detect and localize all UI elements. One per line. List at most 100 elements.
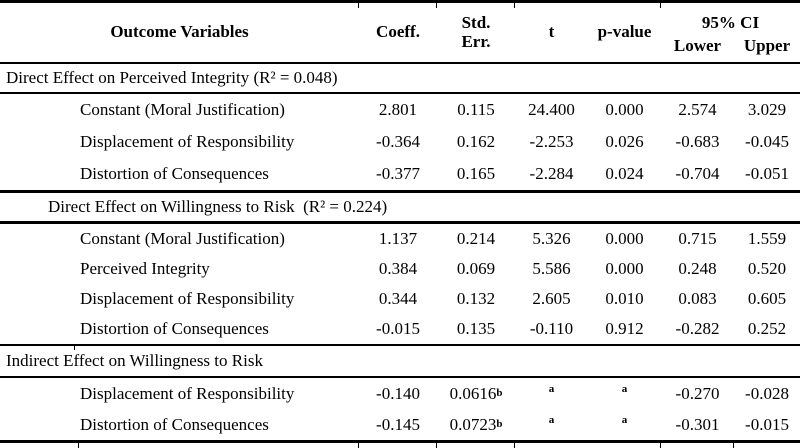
t-cell: 24.400	[528, 100, 575, 119]
coeff-cell: -0.140	[376, 383, 420, 403]
ci-lower-cell: 0.715	[678, 229, 717, 248]
cell-border-tick	[358, 3, 359, 8]
coeff-cell: 0.384	[378, 259, 418, 278]
col-header-p-value: p-value	[597, 22, 652, 42]
stderr-cell: 0.135	[456, 319, 496, 338]
ci-upper-cell: -0.051	[745, 164, 789, 183]
t-cell: 5.326	[532, 229, 571, 248]
col-header-coeff: Coeff.	[376, 22, 420, 42]
ci-lower-cell: -0.683	[675, 132, 720, 151]
ci-upper-cell: -0.028	[745, 383, 789, 403]
stderr-cell: 0.0616 b	[449, 383, 503, 403]
stderr-value: 0.0616	[449, 383, 497, 403]
row-label: Constant (Moral Justification)	[80, 229, 285, 248]
col-header-ci-lower: Lower	[673, 36, 722, 55]
ci-lower-cell: -0.270	[675, 383, 720, 403]
section-header-direct-perceived-integrity: Direct Effect on Perceived Integrity (R²…	[0, 64, 800, 94]
col-header-t: t	[548, 22, 555, 42]
table-row: Perceived Integrity 0.384 0.069 5.586 0.…	[0, 254, 800, 284]
table-row: Constant (Moral Justification) 1.137 0.2…	[0, 224, 800, 254]
stderr-cell: 0.132	[456, 289, 496, 308]
cell-border-tick	[660, 3, 661, 8]
cell-border-tick	[514, 3, 515, 8]
row-label: Displacement of Responsibility	[80, 132, 295, 151]
table-row: Distortion of Consequences -0.145 0.0723…	[0, 409, 800, 440]
ci-upper-cell: 0.252	[747, 319, 787, 338]
t-cell: 2.605	[532, 289, 571, 308]
cell-border-tick	[74, 346, 75, 350]
stderr-cell: 0.069	[456, 259, 496, 278]
t-cell: -2.284	[529, 164, 574, 183]
table-header-row: Outcome Variables Coeff. Std. Err. t p-v…	[0, 0, 800, 64]
ci-lower-cell: 2.574	[678, 100, 717, 119]
ci-lower-cell: -0.301	[675, 414, 720, 434]
ci-lower-cell: -0.282	[675, 319, 720, 338]
stderr-cell: 0.115	[457, 100, 495, 119]
stderr-cell: 0.165	[456, 164, 496, 183]
t-cell: -2.253	[529, 132, 574, 151]
stderr-cell: 0.162	[456, 132, 496, 151]
t-cell: a	[548, 382, 555, 395]
row-label: Constant (Moral Justification)	[80, 100, 285, 119]
col-header-std-err: Std. Err.	[437, 3, 515, 62]
cell-border-tick	[358, 443, 359, 448]
table-bottom-border	[0, 440, 800, 443]
ci-upper-cell: 0.520	[747, 259, 787, 278]
coeff-cell: -0.377	[376, 164, 420, 183]
pvalue-cell: 0.912	[605, 319, 644, 338]
ci-upper-cell: 0.605	[747, 289, 787, 308]
ci-upper-cell: 3.029	[747, 100, 787, 119]
ci-lower-cell: 0.248	[678, 259, 717, 278]
col-header-outcome-variables: Outcome Variables	[110, 22, 249, 42]
col-header-95ci: 95% CI	[701, 13, 760, 33]
t-cell: 5.586	[532, 259, 571, 278]
row-label: Perceived Integrity	[80, 259, 210, 278]
pvalue-cell: 0.000	[605, 229, 644, 248]
pvalue-cell: a	[621, 382, 628, 395]
table-row: Distortion of Consequences -0.015 0.135 …	[0, 314, 800, 344]
section-header-direct-willingness-risk: Direct Effect on Willingness to Risk (R²…	[0, 190, 800, 224]
row-label: Distortion of Consequences	[80, 414, 269, 434]
ci-lower-cell: 0.083	[678, 289, 717, 308]
cell-border-tick	[660, 443, 661, 448]
row-label: Displacement of Responsibility	[80, 289, 295, 308]
cell-border-tick	[436, 3, 437, 8]
pvalue-cell: 0.000	[605, 100, 644, 119]
table-row: Displacement of Responsibility -0.364 0.…	[0, 126, 800, 158]
table-row: Constant (Moral Justification) 2.801 0.1…	[0, 94, 800, 126]
cell-border-tick	[514, 443, 515, 448]
row-label: Distortion of Consequences	[80, 319, 269, 338]
pvalue-cell: 0.010	[605, 289, 644, 308]
coeff-cell: 2.801	[378, 100, 418, 119]
ci-upper-cell: 1.559	[747, 229, 787, 248]
t-cell: -0.110	[529, 319, 574, 338]
coeff-cell: -0.015	[376, 319, 420, 338]
stderr-cell: 0.0723 b	[449, 414, 503, 434]
cell-border-tick	[733, 443, 734, 448]
stderr-cell: 0.214	[456, 229, 496, 248]
coeff-cell: -0.364	[376, 132, 420, 151]
cell-border-tick	[436, 443, 437, 448]
t-cell: a	[548, 413, 555, 426]
pvalue-cell: 0.024	[605, 164, 644, 183]
pvalue-cell: 0.026	[605, 132, 644, 151]
section-header-indirect-willingness-risk: Indirect Effect on Willingness to Risk	[0, 344, 800, 378]
table-row: Displacement of Responsibility -0.140 0.…	[0, 378, 800, 409]
pvalue-cell: a	[621, 413, 628, 426]
table-row: Distortion of Consequences -0.377 0.165 …	[0, 158, 800, 190]
cell-border-tick	[78, 443, 79, 448]
col-header-std-err-line1: Std.	[461, 12, 491, 32]
col-header-ci-upper: Upper	[743, 36, 791, 55]
coeff-cell: 1.137	[378, 229, 418, 248]
stderr-value: 0.0723	[449, 414, 497, 434]
row-label: Displacement of Responsibility	[80, 383, 295, 403]
row-label: Distortion of Consequences	[80, 164, 269, 183]
coeff-cell: -0.145	[376, 414, 420, 434]
table-row: Displacement of Responsibility 0.344 0.1…	[0, 284, 800, 314]
ci-upper-cell: -0.015	[745, 414, 789, 434]
coeff-cell: 0.344	[378, 289, 418, 308]
pvalue-cell: 0.000	[605, 259, 644, 278]
ci-lower-cell: -0.704	[675, 164, 720, 183]
col-header-std-err-line2: Err.	[461, 31, 491, 51]
